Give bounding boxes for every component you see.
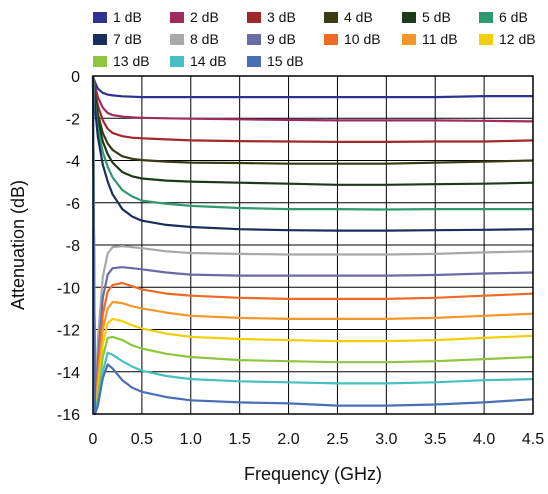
series-line-12-dB: [91, 75, 534, 416]
y-tick-label: -12: [57, 323, 80, 340]
legend-swatch: [170, 11, 184, 23]
legend-label: 6 dB: [499, 9, 528, 25]
legend-swatch: [93, 55, 107, 67]
legend-item: 14 dB: [170, 53, 227, 69]
x-tick-label: 2.0: [277, 431, 299, 448]
y-tick-label: 0: [71, 69, 80, 86]
series-line-1-dB: [91, 75, 533, 99]
grid-lines: [92, 75, 534, 415]
legend-item: 10 dB: [324, 31, 381, 47]
legend-label: 9 dB: [267, 31, 296, 47]
legend-label: 2 dB: [190, 9, 219, 25]
legend-swatch: [170, 55, 184, 67]
legend-swatch: [479, 33, 493, 45]
legend-item: 2 dB: [170, 9, 219, 25]
x-tick-label: 4.0: [473, 431, 495, 448]
legend-label: 13 dB: [113, 53, 150, 69]
series-lines: [91, 75, 534, 416]
legend-label: 12 dB: [499, 31, 536, 47]
legend-swatch: [247, 55, 261, 67]
y-axis-tick-labels: 0 -2 -4 -6 -8 -10 -12 -14 -16: [57, 69, 80, 424]
x-tick-label: 1.0: [180, 431, 202, 448]
x-tick-label: 1.5: [229, 431, 251, 448]
y-tick-label: -2: [66, 111, 80, 128]
legend-item: 6 dB: [479, 9, 528, 25]
x-tick-label: 2.5: [326, 431, 348, 448]
y-tick-label: -8: [66, 238, 80, 255]
series-line-11-dB: [91, 75, 534, 416]
legend-swatch: [479, 11, 493, 23]
legend-item: 5 dB: [402, 9, 451, 25]
legend-swatch: [170, 33, 184, 45]
plot-area-frame: [92, 75, 534, 415]
legend-swatch: [324, 11, 338, 23]
series-line-9-dB: [91, 75, 534, 416]
legend-item: 13 dB: [93, 53, 150, 69]
legend-swatch: [324, 33, 338, 45]
series-line-8-dB: [91, 75, 534, 416]
legend-item: 9 dB: [247, 31, 296, 47]
series-line-3-dB: [91, 75, 534, 143]
series-line-15-dB: [91, 75, 534, 416]
x-tick-label: 3.0: [375, 431, 397, 448]
legend-label: 10 dB: [344, 31, 381, 47]
y-tick-label: -10: [57, 280, 80, 297]
y-tick-label: -4: [66, 154, 80, 171]
series-line-4-dB: [91, 75, 534, 165]
legend-label: 11 dB: [422, 31, 458, 47]
legend-label: 15 dB: [267, 53, 304, 69]
legend-item: 12 dB: [479, 31, 536, 47]
series-line-6-dB: [91, 75, 533, 211]
x-tick-label: 0: [89, 431, 98, 448]
series-line-10-dB: [91, 75, 534, 416]
legend-swatch: [402, 11, 416, 23]
legend-label: 5 dB: [422, 9, 451, 25]
legend-item: 15 dB: [247, 53, 304, 69]
legend-item: 8 dB: [170, 31, 219, 47]
legend-label: 14 dB: [190, 53, 227, 69]
legend-swatch: [93, 33, 107, 45]
legend-item: 1 dB: [93, 9, 142, 25]
legend-item: 3 dB: [247, 9, 296, 25]
legend-label: 8 dB: [190, 31, 219, 47]
legend-swatch: [247, 11, 261, 23]
legend-swatch: [93, 11, 107, 23]
legend-item: 11 dB: [402, 31, 458, 47]
series-line-2-dB: [91, 75, 534, 123]
legend-swatch: [402, 33, 416, 45]
x-axis-title: Frequency (GHz): [244, 464, 382, 484]
series-line-14-dB: [91, 75, 534, 416]
y-axis-title: Attenuation (dB): [8, 180, 28, 310]
series-line-13-dB: [91, 75, 534, 416]
legend-label: 1 dB: [113, 9, 142, 25]
legend-item: 7 dB: [93, 31, 142, 47]
x-tick-label: 3.5: [424, 431, 446, 448]
legend-label: 4 dB: [344, 9, 373, 25]
y-tick-label: -16: [57, 407, 80, 424]
legend-swatch: [247, 33, 261, 45]
legend-label: 3 dB: [267, 9, 296, 25]
y-tick-label: -6: [66, 196, 80, 213]
series-line-5-dB: [91, 75, 534, 186]
x-tick-label: 4.5: [522, 431, 544, 448]
x-axis-tick-labels: 0 0.5 1.0 1.5 2.0 2.5 3.0 3.5 4.0 4.5: [89, 431, 545, 448]
legend-label: 7 dB: [113, 31, 142, 47]
x-tick-label: 0.5: [131, 431, 153, 448]
series-line-7-dB: [91, 75, 534, 232]
y-tick-label: -14: [57, 365, 80, 382]
legend-item: 4 dB: [324, 9, 373, 25]
